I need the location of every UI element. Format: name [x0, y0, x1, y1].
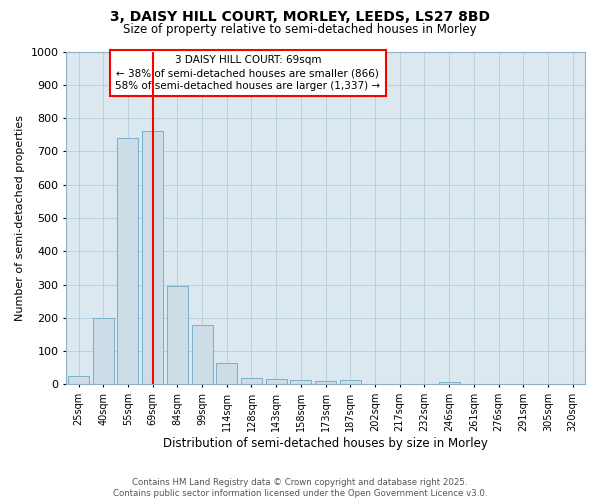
Bar: [290, 380, 311, 384]
Text: 3, DAISY HILL COURT, MORLEY, LEEDS, LS27 8BD: 3, DAISY HILL COURT, MORLEY, LEEDS, LS27…: [110, 10, 490, 24]
Bar: [216, 363, 237, 384]
Bar: [68, 376, 89, 384]
Bar: [118, 138, 139, 384]
Text: Size of property relative to semi-detached houses in Morley: Size of property relative to semi-detach…: [123, 22, 477, 36]
Bar: [439, 382, 460, 384]
Y-axis label: Number of semi-detached properties: Number of semi-detached properties: [15, 115, 25, 321]
Text: 3 DAISY HILL COURT: 69sqm
← 38% of semi-detached houses are smaller (866)
58% of: 3 DAISY HILL COURT: 69sqm ← 38% of semi-…: [115, 55, 380, 91]
Bar: [315, 381, 336, 384]
Bar: [340, 380, 361, 384]
X-axis label: Distribution of semi-detached houses by size in Morley: Distribution of semi-detached houses by …: [163, 437, 488, 450]
Text: Contains HM Land Registry data © Crown copyright and database right 2025.
Contai: Contains HM Land Registry data © Crown c…: [113, 478, 487, 498]
Bar: [241, 378, 262, 384]
Bar: [167, 286, 188, 384]
Bar: [266, 380, 287, 384]
Bar: [191, 325, 212, 384]
Bar: [142, 132, 163, 384]
Bar: [93, 318, 114, 384]
